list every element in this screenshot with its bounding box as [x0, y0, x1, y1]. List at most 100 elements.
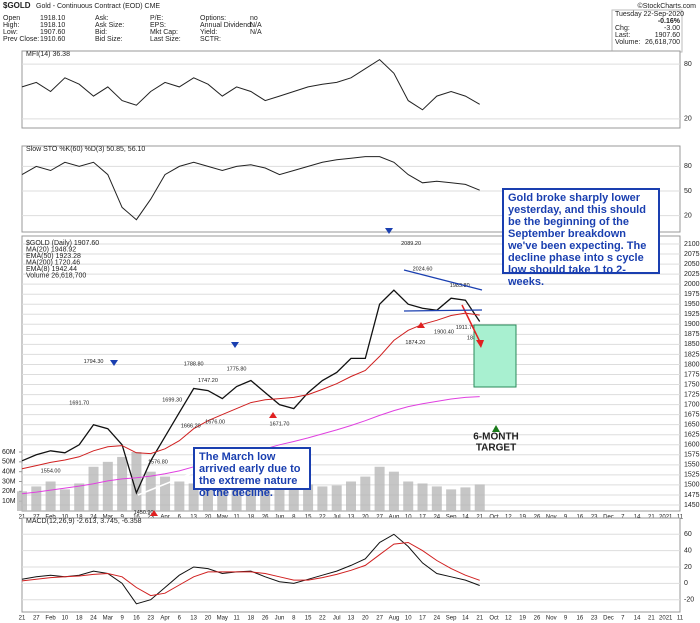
x-tick-label: 10: [62, 616, 69, 622]
y-tick-label: 20: [684, 564, 692, 571]
x-tick-label: 11: [233, 616, 240, 622]
volume-bar: [117, 456, 128, 511]
volume-bar: [331, 485, 342, 511]
volume-bar: [45, 481, 56, 511]
x-tick-label: 16: [133, 616, 140, 622]
volume-bar: [17, 491, 27, 511]
y-tick-label: 1850: [684, 341, 700, 348]
y-tick-label: -20: [684, 597, 694, 604]
y-tick-label: 50: [684, 188, 692, 195]
y-tick-label: 1675: [684, 411, 700, 418]
legend: MACD(12,26,9) -2.613, 3.745, -6.358: [26, 518, 142, 525]
price-label: 1794.30: [84, 359, 104, 365]
volume-bar: [317, 486, 328, 511]
x-tick-label: 27: [376, 616, 383, 622]
price-label: 1747.20: [198, 378, 218, 384]
y-tick-label: 1925: [684, 311, 700, 318]
down-arrow: [110, 360, 118, 366]
info-cell: Ask:: [95, 15, 109, 22]
up-arrow: [269, 412, 277, 418]
y-tick-label: 1825: [684, 351, 700, 358]
down-arrow: [385, 228, 393, 234]
y-tick-label: 1750: [684, 381, 700, 388]
y-tick-label: 2000: [684, 281, 700, 288]
y-tick-label: 2100: [684, 241, 700, 248]
trend-line: [403, 309, 483, 312]
summary-box: [611, 9, 683, 53]
x-tick-label: 26: [262, 616, 269, 622]
x-tick-label: Aug: [389, 616, 400, 622]
x-tick-label: 10: [405, 616, 412, 622]
info-cell: no: [250, 15, 258, 22]
legend: Volume 26,618,700: [26, 272, 86, 279]
info-cell: High:: [3, 22, 19, 29]
volume-bar: [188, 483, 199, 511]
summary-label: Last:: [615, 32, 630, 39]
price-label: 1788.80: [184, 361, 204, 367]
info-cell: Options:: [200, 15, 226, 22]
up-arrow: [492, 425, 500, 432]
pointer: [137, 469, 201, 496]
info-cell: N/A: [250, 22, 262, 29]
volume-bar: [217, 484, 228, 511]
x-tick-label: Feb: [45, 616, 56, 622]
subtitle: Gold - Continuous Contract (EOD) CME: [36, 3, 160, 10]
y-tick-label: 1500: [684, 482, 700, 489]
info-cell: 1918.10: [40, 22, 65, 29]
target-zone: [473, 324, 517, 388]
y-tick-label: 1450: [684, 502, 700, 509]
info-cell: EPS:: [150, 22, 166, 29]
info-cell: Low:: [3, 29, 18, 36]
y-tick-label: 1700: [684, 401, 700, 408]
info-cell: Bid:: [95, 29, 107, 36]
volume-bar: [303, 484, 314, 511]
y-tick-label: 20: [684, 212, 692, 219]
y-tick-label: 80: [684, 61, 692, 68]
x-tick-label: 24: [433, 616, 440, 622]
x-tick-label: 26: [534, 616, 541, 622]
volume-bar: [74, 483, 85, 511]
volume-bar: [360, 476, 371, 511]
x-tick-label: 13: [348, 616, 355, 622]
info-cell: SCTR:: [200, 36, 221, 43]
volume-bar: [245, 487, 256, 511]
series-line: [21, 156, 480, 221]
series-line: [21, 58, 480, 111]
y-tick-label: 2050: [684, 261, 700, 268]
y-tick-label: 1725: [684, 391, 700, 398]
x-tick-label: 20: [362, 616, 369, 622]
series-line: [21, 533, 480, 605]
x-tick-label: 24: [90, 616, 97, 622]
legend: MFI(14) 36.38: [26, 51, 70, 58]
x-tick-label: Apr: [160, 616, 169, 622]
price-label: 1450.90: [134, 510, 154, 516]
x-tick-label: 21: [648, 616, 655, 622]
summary-value: 1907.60: [655, 32, 680, 39]
y-tick-label: 1550: [684, 462, 700, 469]
info-cell: 1910.60: [40, 36, 65, 43]
price-label: 1691.70: [69, 400, 89, 406]
y-tick-label: 1475: [684, 492, 700, 499]
legend: EMA(50) 1923.28: [26, 253, 81, 260]
x-tick-label: 9: [564, 616, 568, 622]
y-tick-label: 1625: [684, 432, 700, 439]
summary-date: Tuesday 22-Sep-2020: [615, 11, 684, 18]
y-tick-label: 2075: [684, 251, 700, 258]
y-tick-label: 80: [684, 163, 692, 170]
x-tick-label: 9: [120, 616, 124, 622]
volume-tick-label: 40M: [2, 469, 16, 476]
price-label: 1676.00: [205, 420, 225, 426]
x-tick-label: 18: [76, 616, 83, 622]
volume-bar: [288, 483, 299, 511]
x-tick-label: 12: [505, 616, 512, 622]
y-tick-label: 60: [684, 531, 692, 538]
summary-value: 26,618,700: [645, 39, 680, 46]
volume-bar: [446, 489, 457, 511]
price-label: 1699.30: [162, 397, 182, 403]
legend: EMA(8) 1942.44: [26, 266, 77, 273]
y-tick-label: 1800: [684, 361, 700, 368]
volume-bar: [388, 471, 399, 511]
x-tick-label: Dec: [603, 616, 614, 622]
price-label: 1775.80: [227, 367, 247, 373]
